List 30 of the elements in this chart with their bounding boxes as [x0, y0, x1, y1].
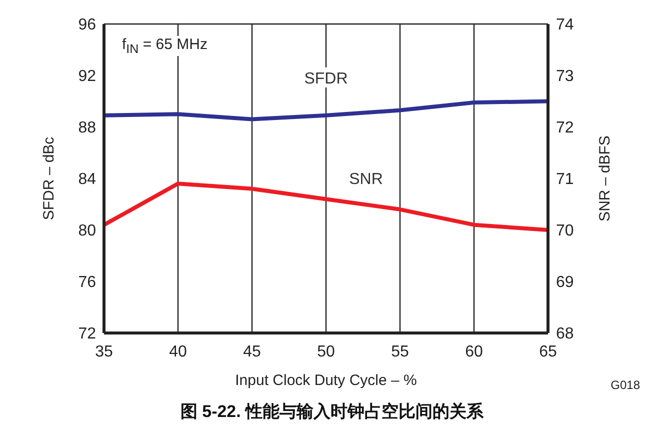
x-tick-label: 60: [465, 343, 483, 360]
y-tick-label: 84: [78, 171, 96, 188]
series-label: SNR: [349, 171, 383, 188]
text: G018: [610, 378, 640, 392]
x-axis-title: Input Clock Duty Cycle – %: [235, 372, 417, 389]
y2-tick-label: 71: [556, 171, 574, 188]
y2-tick-label: 73: [556, 68, 574, 86]
y-tick-label: 80: [78, 222, 96, 240]
y-tick-label: 92: [78, 68, 96, 86]
y2-tick-label: 74: [556, 16, 574, 34]
y-tick-label: 76: [78, 274, 96, 292]
y2-tick-label: 69: [556, 274, 574, 292]
y2-tick-label: 72: [556, 120, 574, 137]
line-series: [104, 99, 548, 122]
x-tick-label: 50: [317, 343, 335, 360]
annotation: f$_{IN}$ = 65 MHz: [120, 36, 210, 56]
text: 图 5-22. 性能与输入时钟占空比间的关系: [179, 401, 485, 423]
x-tick-label: 45: [243, 343, 261, 360]
y-tick-label: 72: [78, 326, 96, 343]
y-tick-label: 96: [78, 16, 96, 34]
series-label: SFDR: [304, 70, 348, 88]
y-tick-label: 88: [78, 120, 96, 137]
x-tick-label: 65: [539, 343, 557, 360]
y2-axis-title: SNR – dBFS: [596, 136, 614, 222]
y2-tick-label: 70: [556, 222, 574, 240]
y-axis-title: SFDR – dBc: [40, 136, 58, 220]
x-tick-label: 55: [391, 343, 409, 360]
y2-tick-label: 68: [556, 326, 574, 343]
x-tick-label: 35: [95, 343, 113, 360]
x-tick-label: 40: [169, 343, 187, 360]
